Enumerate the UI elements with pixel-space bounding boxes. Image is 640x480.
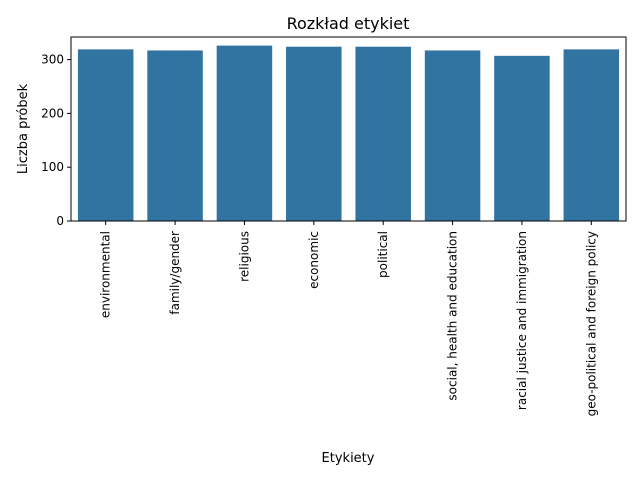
y-axis-label: Liczba próbek [16, 83, 31, 174]
bar-7 [563, 49, 620, 221]
x-axis-label: Etykiety [322, 451, 375, 466]
bar-3 [286, 46, 342, 222]
bar-6 [494, 55, 550, 221]
bar-4 [355, 46, 411, 222]
x-axis-ticks: environmental family/gender religious econo… [99, 221, 598, 416]
x-tick-label: racial justice and immigration [515, 231, 529, 410]
x-tick-label: environmental [99, 231, 113, 318]
bars-group [77, 45, 620, 222]
y-axis-ticks: 0 100 200 300 [41, 53, 71, 228]
chart-title: Rozkład etykiet [287, 14, 410, 33]
y-tick-label: 0 [56, 214, 64, 228]
x-tick-label: geo-political and foreign policy [584, 231, 598, 416]
bar-0 [77, 49, 134, 221]
y-tick-label: 100 [41, 160, 64, 174]
x-tick-label: political [376, 231, 390, 278]
x-tick-label: religious [237, 231, 251, 282]
bar-5 [424, 50, 481, 222]
bar-1 [147, 50, 203, 222]
bar-2 [216, 45, 273, 222]
x-tick-label: social, health and education [446, 231, 460, 401]
y-tick-label: 200 [41, 106, 64, 120]
y-tick-label: 300 [41, 53, 64, 67]
x-tick-label: family/gender [168, 231, 182, 315]
plot-frame [70, 36, 627, 222]
x-tick-label: economic [307, 231, 321, 289]
